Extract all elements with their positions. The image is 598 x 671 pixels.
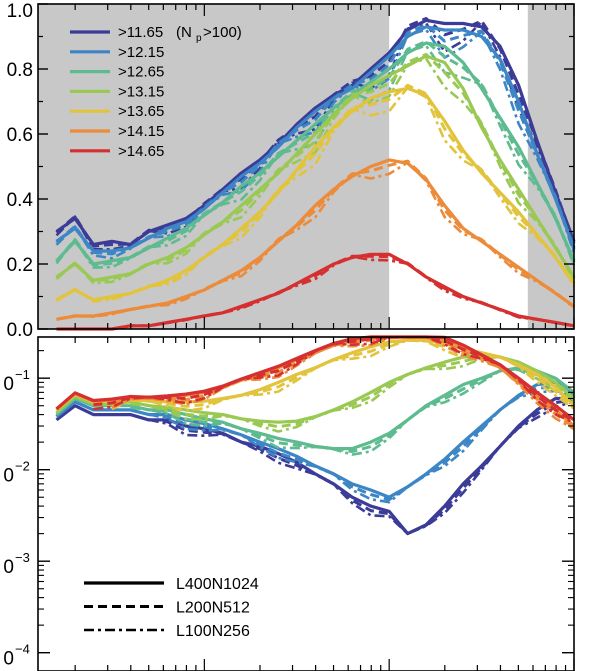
y-tick-label: 1.0: [7, 1, 33, 22]
bottom-series-gt12-15-dashdot: [148, 389, 575, 504]
top-series-gt12-65-solid: [55, 41, 576, 266]
style-legend-label: L100N256: [176, 623, 250, 640]
y-tick-label: 0.0: [7, 320, 33, 341]
bottom-series-group: [55, 335, 576, 536]
mass-legend: >11.65 (N p >100) >12.15 >12.65 >13.15 >13.65 >1…: [70, 24, 242, 160]
style-legend: L400N1024 L200N512 L100N256: [84, 576, 259, 640]
bottom-series-gt11-65-solid: [55, 396, 574, 536]
shaded-regions: [38, 4, 574, 329]
legend-label-extra2: >100): [203, 24, 242, 41]
y-tick-label-log-exponent: −1: [15, 367, 30, 382]
y-tick-label: 0.2: [7, 255, 33, 276]
legend-label: >12.65: [118, 64, 164, 81]
style-legend-label: L400N1024: [176, 576, 259, 593]
bottom-series-gt14-15-dashdot: [111, 335, 575, 431]
legend-label: >11.65: [118, 24, 163, 41]
top-series-gt11-65-dashed: [55, 17, 576, 248]
top-ticks: 0.0 0.2 0.4 0.6 0.8 1.0: [7, 1, 575, 341]
bottom-series-gt14-65-solid: [55, 335, 575, 422]
y-tick-label-log-base: 0: [3, 557, 14, 578]
top-series-gt13-15-dashdot: [55, 57, 576, 285]
top-series-gt13-15-solid: [55, 54, 576, 282]
style-legend-label: L200N512: [176, 600, 250, 617]
top-series-gt12-15-dashed: [55, 23, 576, 256]
y-tick-label: 0.8: [7, 60, 33, 81]
y-tick-label-log-base: 0: [3, 374, 14, 395]
y-tick-label-log-exponent: −4: [15, 642, 30, 657]
legend-label: >12.15: [118, 44, 164, 61]
legend-label: >13.15: [118, 83, 164, 100]
top-series-gt14-15-solid: [56, 158, 575, 321]
legend-label: >14.65: [118, 143, 164, 160]
y-tick-label: 0.4: [7, 190, 34, 211]
bottom-plot-frame: [37, 336, 575, 671]
top-series-gt13-65-solid: [55, 86, 576, 302]
top-series-group: [55, 17, 576, 331]
legend-label: >14.15: [118, 123, 164, 140]
bottom-series-gt13-65-solid: [55, 338, 576, 412]
y-tick-label: 0.6: [7, 125, 33, 146]
legend-label-extra: (N: [176, 24, 192, 41]
legend-label: >13.65: [118, 103, 164, 120]
legend-label-sub: p: [196, 33, 202, 44]
bottom-series-gt12-15-solid: [55, 380, 575, 499]
top-series-gt12-15-solid: [55, 25, 576, 253]
y-tick-label-log-exponent: −3: [15, 550, 30, 565]
y-tick-label-log-base: 0: [3, 466, 14, 487]
y-tick-label-log-base: 0: [3, 649, 14, 670]
bottom-series-gt13-15-dashdot: [130, 355, 575, 433]
bottom-series-gt12-65-solid: [55, 366, 575, 451]
shaded-region-0: [38, 4, 390, 329]
top-series-gt14-65-solid: [56, 252, 575, 331]
bottom-ticks: 0 −10 −20 −30 −4: [3, 337, 575, 671]
top-series-gt11-65-solid: [55, 18, 576, 247]
top-panel: 0.00.20.40.60.81.0 >11.65 (N p >100)>12.15>…: [7, 1, 576, 341]
y-tick-label-log-exponent: −2: [15, 459, 30, 474]
